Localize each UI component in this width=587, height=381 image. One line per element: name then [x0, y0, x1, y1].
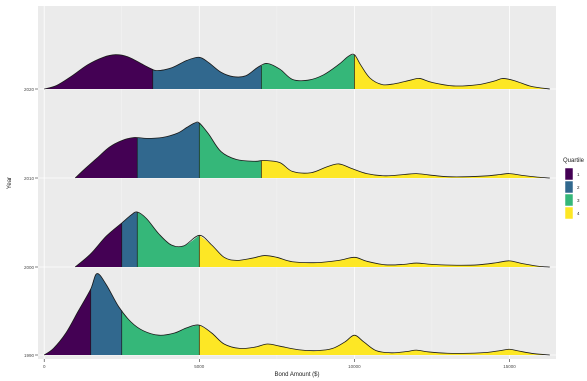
ridge-1990-quartile-1: [44, 289, 91, 355]
x-axis: 0 5000 10000 15000: [43, 359, 516, 369]
ridge-2000-quartile-4: [199, 235, 550, 267]
y-tick-label: 1990: [24, 353, 35, 358]
y-tick-label: 2020: [24, 87, 35, 92]
ridge-outline-1990: [43, 273, 550, 356]
y-tick-label: 2000: [24, 265, 35, 270]
ridge-2020-quartile-2: [152, 57, 262, 89]
ridge-2020: [44, 53, 550, 90]
ridge-outline-2020: [44, 53, 550, 90]
x-tick-label: 10000: [348, 364, 361, 369]
legend-items: 1 2 3 4: [564, 167, 580, 220]
ridge-1990: [43, 273, 550, 356]
ridge-2000: [74, 211, 550, 268]
legend-label-1: 1: [577, 172, 580, 177]
y-axis-title: Year: [7, 177, 13, 189]
ridge-1990-quartile-3: [121, 310, 200, 355]
ridge-1990-quartile-4: [199, 325, 550, 355]
ridge-2010-quartile-2: [137, 122, 200, 178]
ridge-2000-quartile-3: [137, 212, 200, 267]
legend-label-4: 4: [577, 211, 580, 216]
ridge-2020-quartile-1: [44, 54, 153, 89]
legend-swatch-3: [564, 193, 574, 207]
ridge-2020-quartile-3: [261, 54, 355, 89]
ridge-2010-quartile-3: [199, 123, 262, 178]
ridge-outline-2000: [74, 211, 550, 268]
x-tick-label: 15000: [503, 364, 516, 369]
ridge-2000-quartile-2: [121, 212, 138, 267]
legend-swatch-4: [564, 206, 574, 220]
ridge-outline-2010: [74, 121, 550, 179]
legend: Quartile 1 2 3 4: [563, 158, 585, 220]
ridge-2020-quartile-4: [354, 54, 550, 89]
legend-swatch-1: [564, 167, 574, 181]
legend-swatch-2: [564, 180, 574, 194]
ridge-2010: [74, 121, 550, 179]
x-tick-label: 5000: [194, 364, 205, 369]
ridge-2010-quartile-1: [75, 137, 138, 178]
ridge-1990-quartile-2: [90, 273, 122, 355]
x-tick-label: 0: [43, 364, 46, 369]
legend-title: Quartile: [563, 158, 585, 164]
y-tick-label: 2010: [24, 176, 35, 181]
x-axis-title: Bond Amount ($): [274, 372, 319, 378]
density-ridges: [43, 53, 550, 356]
y-axis: 1990 2000 2010 2020: [24, 87, 38, 358]
legend-label-2: 2: [577, 185, 580, 190]
legend-label-3: 3: [577, 198, 580, 203]
